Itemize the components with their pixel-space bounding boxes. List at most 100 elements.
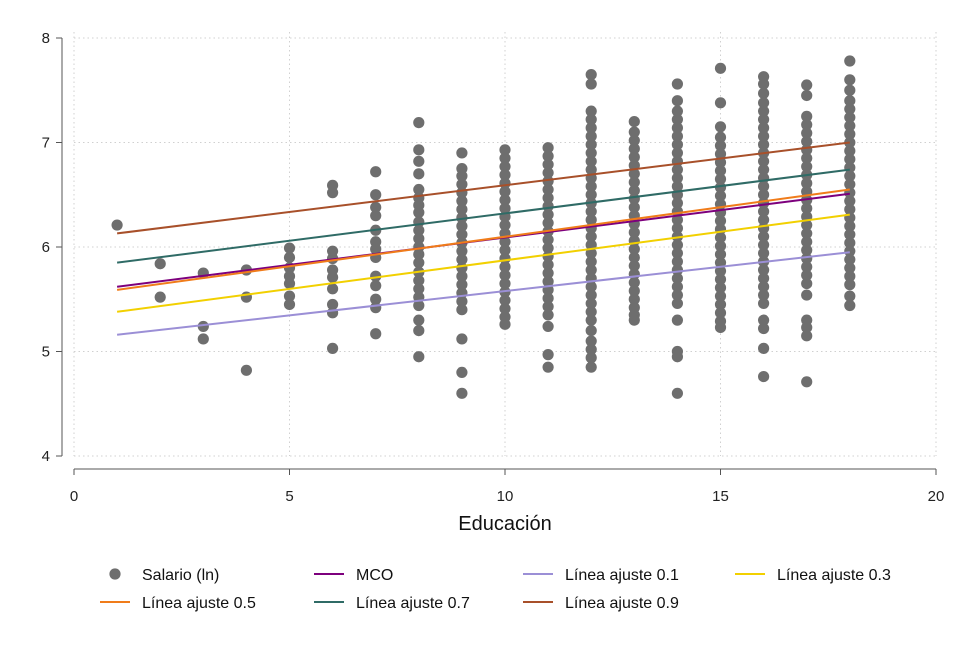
data-point: [585, 306, 597, 318]
data-point: [456, 178, 468, 190]
data-point: [714, 173, 727, 185]
data-point: [671, 214, 684, 226]
data-point: [714, 231, 727, 244]
y-tick-label: 7: [42, 135, 50, 152]
data-point: [628, 184, 640, 197]
data-point: [413, 183, 425, 196]
data-point: [499, 219, 511, 231]
data-point: [671, 147, 684, 159]
data-point: [758, 289, 770, 301]
data-point: [499, 277, 511, 290]
data-point: [542, 309, 554, 321]
data-point: [801, 321, 813, 334]
data-point: [542, 175, 554, 187]
data-point: [714, 140, 727, 152]
data-point: [801, 119, 813, 131]
data-point: [585, 247, 597, 259]
data-point: [758, 272, 770, 284]
data-point: [758, 370, 770, 383]
data-point: [801, 202, 813, 214]
legend-item: Línea ajuste 0.5: [100, 595, 256, 612]
data-point: [801, 261, 813, 273]
data-point: [585, 155, 597, 167]
fit-line: [116, 168, 850, 264]
data-point: [585, 164, 597, 176]
data-point: [758, 214, 770, 226]
data-point: [542, 300, 554, 313]
data-point: [758, 264, 770, 276]
data-point: [758, 205, 770, 218]
data-point: [671, 122, 684, 134]
legend-label: Línea ajuste 0.7: [356, 595, 470, 612]
data-point: [499, 269, 511, 281]
data-point: [456, 366, 468, 378]
data-point: [370, 201, 382, 213]
legend-item: Línea ajuste 0.9: [523, 595, 679, 612]
data-point: [758, 281, 770, 293]
fit-line: [116, 213, 850, 313]
data-point: [456, 295, 468, 307]
data-point: [370, 293, 382, 305]
data-point: [844, 237, 856, 249]
data-point: [499, 303, 511, 315]
data-point: [671, 78, 684, 90]
data-point: [801, 177, 813, 189]
data-point: [542, 234, 554, 246]
data-point: [456, 279, 468, 291]
data-point: [671, 180, 684, 192]
data-point: [801, 236, 813, 248]
data-point: [499, 194, 511, 206]
data-point: [370, 280, 382, 292]
data-point: [671, 113, 684, 126]
data-point: [628, 126, 640, 138]
data-point: [758, 122, 770, 134]
data-point: [758, 239, 770, 251]
data-point: [327, 342, 339, 354]
data-point: [801, 219, 813, 231]
data-point: [585, 335, 597, 347]
data-point: [758, 105, 770, 117]
legend-item: Línea ajuste 0.1: [523, 567, 679, 584]
legend-marker: [109, 568, 121, 580]
data-point: [671, 351, 684, 363]
data-point: [327, 307, 339, 319]
legend-label: Línea ajuste 0.5: [142, 595, 256, 612]
data-point: [499, 160, 511, 173]
data-point: [758, 138, 770, 151]
data-point: [671, 247, 684, 259]
data-point: [671, 289, 684, 301]
data-point: [370, 302, 382, 314]
data-point: [844, 220, 856, 232]
data-point: [671, 130, 684, 142]
data-point: [671, 172, 684, 184]
data-point: [758, 97, 770, 109]
data-point: [413, 224, 425, 236]
legend-item: MCO: [314, 567, 393, 584]
data-point: [671, 164, 684, 176]
data-point: [758, 130, 770, 142]
data-point: [758, 113, 770, 126]
data-point: [844, 74, 856, 86]
data-point: [283, 277, 296, 290]
data-point: [585, 214, 597, 226]
x-axis-title: Educación: [458, 513, 551, 535]
data-point: [413, 283, 425, 295]
data-point: [671, 297, 684, 310]
data-point: [283, 298, 296, 311]
data-point: [801, 227, 813, 240]
data-point: [714, 62, 727, 74]
data-point: [801, 79, 813, 91]
data-point: [542, 242, 554, 254]
data-point: [413, 144, 425, 156]
data-point: [585, 189, 597, 201]
data-point: [585, 147, 597, 159]
data-point: [628, 116, 640, 128]
data-point: [456, 195, 468, 207]
x-tick-label: 10: [497, 488, 514, 505]
x-tick-label: 0: [70, 488, 78, 505]
data-point: [542, 361, 554, 373]
data-point: [413, 274, 425, 287]
data-point: [585, 289, 597, 301]
data-point: [801, 252, 813, 265]
data-point: [758, 155, 770, 167]
